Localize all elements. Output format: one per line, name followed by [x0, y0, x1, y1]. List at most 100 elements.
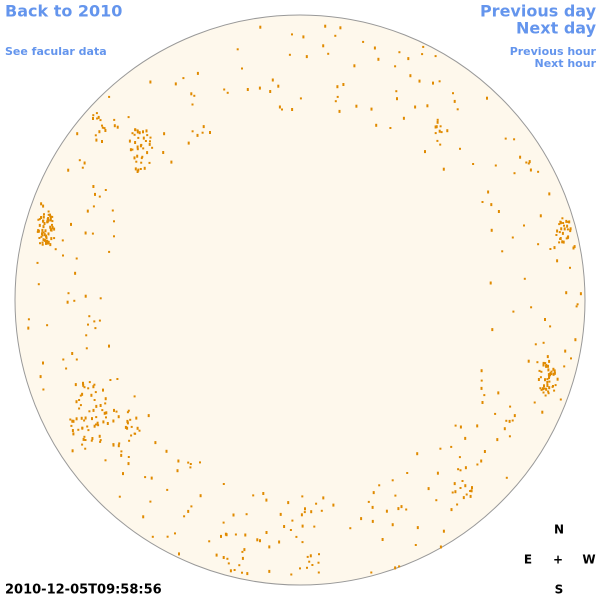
compass-center: + — [553, 553, 563, 567]
facula-speck — [508, 435, 511, 438]
facula-speck — [131, 132, 134, 135]
facula-speck — [287, 501, 290, 505]
facula-speck — [542, 391, 545, 394]
facula-speck — [224, 532, 227, 536]
facula-speck — [373, 46, 376, 50]
facula-speck — [377, 57, 380, 61]
facula-speck — [290, 573, 293, 576]
facula-speck — [486, 96, 488, 100]
facula-speck — [191, 130, 194, 133]
facula-speck — [142, 130, 144, 134]
facula-speck — [569, 266, 571, 269]
facula-speck — [87, 323, 89, 326]
facula-speck — [96, 117, 99, 120]
facula-speck — [371, 519, 374, 523]
facula-speck — [291, 108, 294, 111]
facula-speck — [547, 373, 550, 377]
facula-speck — [190, 505, 193, 508]
facula-speck — [381, 538, 384, 541]
facula-speck — [265, 531, 268, 534]
facula-speck — [144, 476, 147, 479]
facula-speck — [397, 507, 400, 511]
facula-speck — [223, 88, 226, 91]
facula-speck — [336, 85, 339, 89]
previous-hour-link[interactable]: Previous hour — [510, 45, 597, 58]
facula-speck — [42, 231, 45, 234]
facula-speck — [43, 233, 46, 237]
facula-speck — [101, 124, 103, 127]
facula-speck — [269, 90, 272, 93]
facula-speck — [46, 221, 49, 224]
facula-speck — [394, 65, 397, 68]
facula-speck — [49, 243, 52, 247]
facula-speck — [47, 240, 50, 244]
next-hour-link[interactable]: Next hour — [535, 57, 597, 70]
facula-speck — [544, 378, 546, 382]
facula-speck — [558, 241, 561, 244]
facula-speck — [402, 116, 405, 120]
facula-speck — [450, 445, 453, 448]
facula-speck — [71, 419, 74, 423]
facula-speck — [154, 441, 157, 445]
facula-speck — [268, 545, 271, 549]
facula-speck — [78, 399, 81, 401]
facula-speck — [504, 137, 507, 140]
facula-speck — [82, 383, 85, 387]
facula-speck — [85, 347, 88, 350]
facular-link[interactable]: See facular data — [5, 45, 107, 58]
facula-speck — [208, 540, 211, 543]
facula-speck — [75, 417, 78, 421]
facula-speck — [426, 104, 429, 108]
facula-speck — [236, 48, 239, 51]
facula-speck — [367, 500, 370, 503]
facula-speck — [241, 67, 243, 70]
facula-speck — [459, 425, 462, 429]
facula-speck — [116, 378, 119, 380]
facula-speck — [92, 385, 95, 389]
facula-speck — [84, 416, 87, 420]
facula-speck — [40, 216, 43, 219]
facula-speck — [394, 494, 397, 497]
facula-speck — [465, 493, 468, 496]
facula-speck — [95, 404, 98, 408]
facula-speck — [70, 424, 73, 427]
facula-speck — [243, 548, 246, 552]
back-link[interactable]: Back to 2010 — [5, 2, 122, 21]
facula-speck — [95, 416, 98, 419]
facula-speck — [187, 141, 190, 145]
facula-speck — [537, 243, 540, 246]
next-day-link[interactable]: Next day — [516, 19, 597, 38]
facula-speck — [324, 24, 327, 28]
facula-speck — [503, 427, 506, 431]
facula-speck — [309, 554, 312, 558]
facula-speck — [513, 138, 516, 141]
facula-speck — [104, 129, 107, 132]
previous-day-link[interactable]: Previous day — [480, 2, 597, 21]
facula-speck — [133, 156, 136, 160]
facula-speck — [552, 367, 555, 371]
facula-speck — [88, 381, 91, 384]
facula-speck — [400, 505, 403, 509]
facula-speck — [453, 99, 456, 103]
facula-speck — [511, 236, 514, 239]
facula-speck — [313, 525, 316, 528]
facula-speck — [101, 140, 103, 143]
facula-speck — [378, 484, 381, 487]
facula-speck — [71, 352, 74, 355]
facula-speck — [548, 386, 551, 390]
facula-speck — [138, 429, 141, 432]
facula-speck — [38, 223, 41, 227]
facula-speck — [306, 555, 309, 558]
facula-speck — [71, 449, 74, 453]
facula-speck — [306, 566, 308, 569]
facula-speck — [46, 242, 49, 245]
facula-speck — [102, 420, 105, 424]
facula-speck — [438, 129, 441, 133]
facula-speck — [544, 394, 547, 397]
facula-speck — [349, 527, 352, 530]
facula-speck — [496, 438, 499, 442]
facula-speck — [322, 496, 325, 500]
facula-speck — [78, 159, 81, 162]
compass-north: N — [554, 523, 564, 537]
facula-speck — [88, 410, 91, 413]
